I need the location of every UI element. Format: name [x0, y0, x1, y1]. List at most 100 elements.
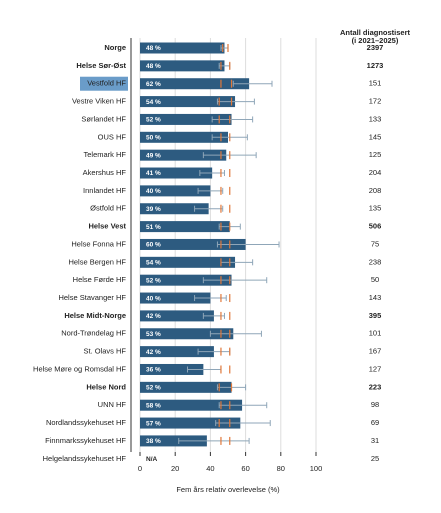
- value-label: 54 %: [146, 260, 161, 267]
- bar: [140, 399, 243, 411]
- value-label: N/A: [146, 456, 158, 463]
- bar: [140, 221, 230, 233]
- value-label: 36 %: [146, 367, 161, 374]
- bar: [140, 203, 209, 215]
- bar: [140, 167, 213, 179]
- bar: [140, 363, 204, 375]
- bar: [140, 185, 211, 197]
- x-tick-label: 60: [241, 464, 249, 473]
- value-label: 54 %: [146, 99, 161, 106]
- y-tick-label: Nord-Trøndelag HF: [61, 329, 126, 338]
- y-tick-label: Helse Sør-Øst: [76, 61, 126, 70]
- y-tick-label: Vestre Viken HF: [72, 97, 126, 106]
- y-tick-label: Helse Førde HF: [73, 275, 127, 284]
- value-label: 53 %: [146, 331, 161, 338]
- y-tick-label: Telemark HF: [83, 150, 126, 159]
- value-label: 60 %: [146, 242, 161, 249]
- value-label: 51 %: [146, 224, 161, 231]
- y-tick-label: Norge: [104, 43, 126, 52]
- count-label: 50: [371, 275, 379, 284]
- count-title: (i 2021–2025): [352, 36, 399, 45]
- y-tick-label: Helse Bergen HF: [68, 257, 126, 266]
- count-label: 2397: [367, 43, 384, 52]
- count-label: 101: [369, 329, 382, 338]
- count-title: Antall diagnostisert: [340, 28, 411, 37]
- value-label: 57 %: [146, 420, 161, 427]
- value-label: 52 %: [146, 385, 161, 392]
- count-label: 238: [369, 257, 382, 266]
- count-label: 1273: [367, 61, 384, 70]
- bar: [140, 328, 234, 340]
- y-tick-label: Nordlandssykehuset HF: [46, 418, 126, 427]
- value-label: 39 %: [146, 206, 161, 213]
- x-tick-label: 80: [277, 464, 285, 473]
- bar: [140, 256, 236, 268]
- count-label: 145: [369, 132, 382, 141]
- value-label: 48 %: [146, 63, 161, 70]
- count-label: 506: [369, 222, 382, 231]
- bar: [140, 113, 232, 125]
- value-label: 40 %: [146, 295, 161, 302]
- y-tick-label: St. Olavs HF: [83, 347, 126, 356]
- y-tick-label: Sørlandet HF: [81, 114, 126, 123]
- x-tick-label: 100: [310, 464, 323, 473]
- x-tick-label: 0: [138, 464, 142, 473]
- bar: [140, 42, 225, 54]
- count-label: 25: [371, 454, 379, 463]
- bar: [140, 292, 211, 304]
- bar: [140, 417, 241, 429]
- value-label: 62 %: [146, 81, 161, 88]
- highlight: [80, 76, 128, 91]
- bar: [140, 435, 207, 447]
- y-tick-label: Innlandet HF: [83, 186, 126, 195]
- y-tick-label: UNN HF: [98, 400, 127, 409]
- value-label: 41 %: [146, 170, 161, 177]
- count-label: 208: [369, 186, 382, 195]
- count-label: 125: [369, 150, 382, 159]
- count-label: 127: [369, 364, 382, 373]
- bar: [140, 60, 225, 72]
- bar: [140, 96, 236, 108]
- y-tick-label: Akershus HF: [83, 168, 127, 177]
- count-label: 167: [369, 347, 382, 356]
- value-label: 52 %: [146, 117, 161, 124]
- y-tick-label: Helse Midt-Norge: [64, 311, 126, 320]
- value-label: 42 %: [146, 349, 161, 356]
- x-tick-label: 20: [171, 464, 179, 473]
- count-label: 143: [369, 293, 382, 302]
- y-tick-label: Finnmarkssykehuset HF: [45, 436, 126, 445]
- count-label: 75: [371, 239, 379, 248]
- count-label: 172: [369, 97, 382, 106]
- bar: [140, 149, 227, 161]
- bar: [140, 310, 214, 322]
- value-label: 52 %: [146, 277, 161, 284]
- bar: [140, 274, 232, 286]
- bar: [140, 131, 228, 143]
- count-label: 31: [371, 436, 379, 445]
- count-label: 135: [369, 204, 382, 213]
- value-label: 58 %: [146, 402, 161, 409]
- x-axis-label: Fem års relativ overlevelse (%): [176, 485, 280, 494]
- y-tick-label: Østfold HF: [90, 204, 126, 213]
- y-tick-label: Vestfold HF: [87, 79, 126, 88]
- bar: [140, 238, 246, 250]
- value-label: 42 %: [146, 313, 161, 320]
- bar: [140, 346, 214, 358]
- count-label: 151: [369, 79, 382, 88]
- y-tick-label: Helgelandssykehuset HF: [43, 454, 127, 463]
- count-label: 69: [371, 418, 379, 427]
- y-tick-label: Helse Møre og Romsdal HF: [33, 364, 126, 373]
- value-label: 48 %: [146, 45, 161, 52]
- count-label: 133: [369, 114, 382, 123]
- value-label: 38 %: [146, 438, 161, 445]
- bar: [140, 381, 232, 393]
- count-label: 204: [369, 168, 382, 177]
- value-label: 40 %: [146, 188, 161, 195]
- count-label: 98: [371, 400, 379, 409]
- y-tick-label: Helse Vest: [88, 222, 126, 231]
- value-label: 49 %: [146, 152, 161, 159]
- bar: [140, 78, 250, 90]
- y-tick-label: Helse Stavanger HF: [58, 293, 126, 302]
- y-tick-label: Helse Fonna HF: [71, 239, 126, 248]
